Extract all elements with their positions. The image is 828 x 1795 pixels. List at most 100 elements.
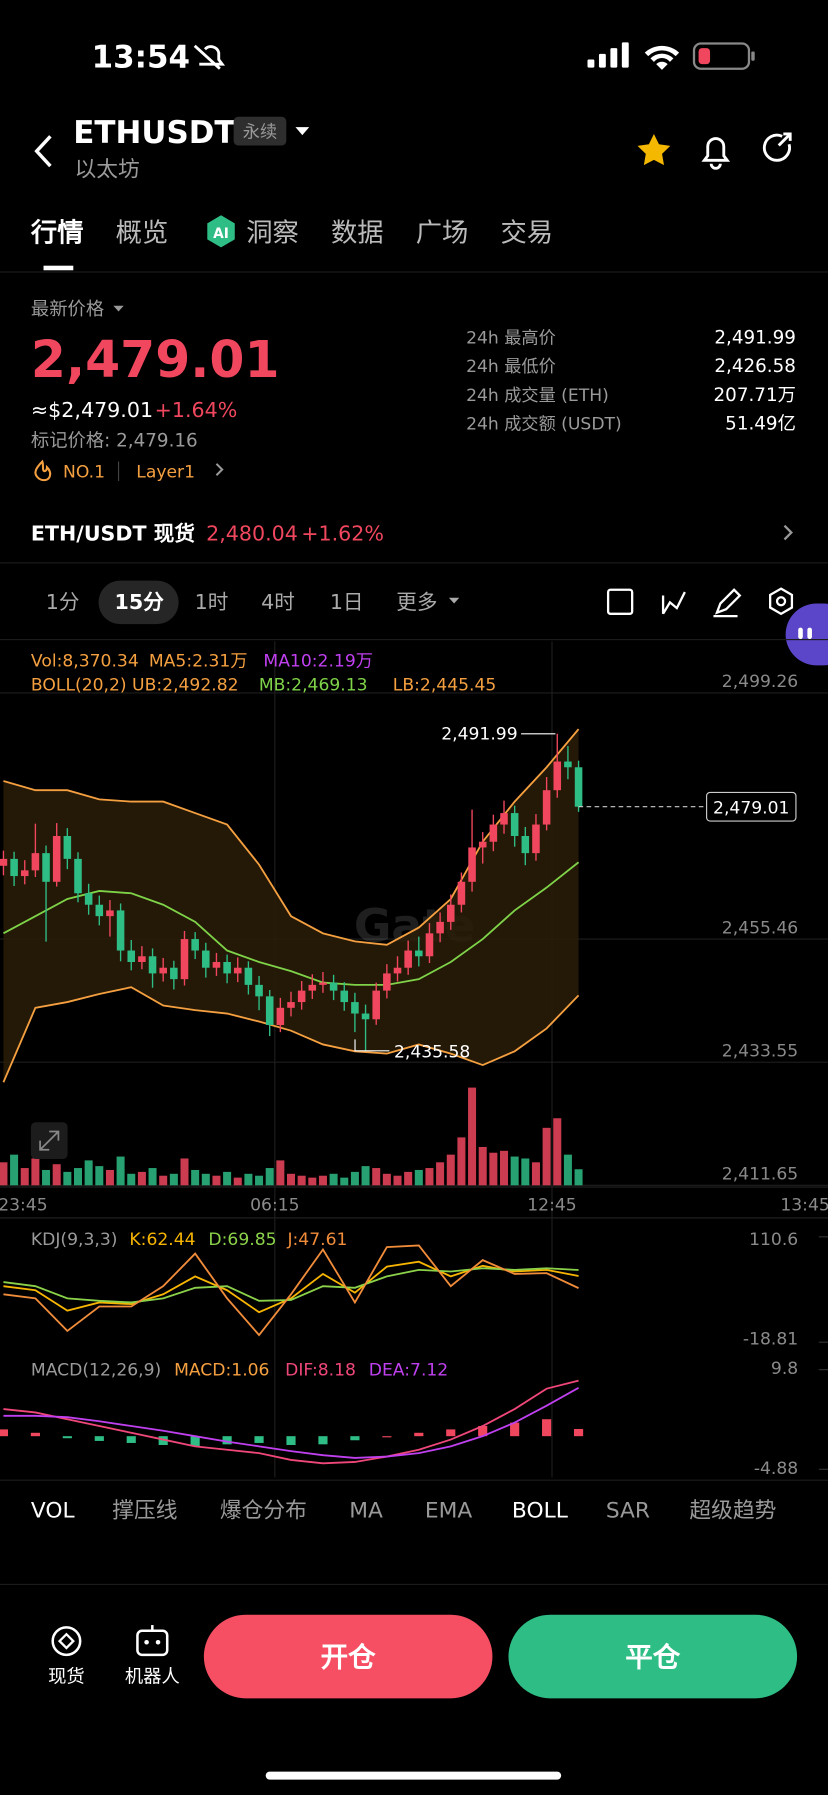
candle-body	[95, 904, 104, 917]
sector-tag[interactable]: Layer1	[136, 463, 195, 483]
y-tick-label: 2,455.46	[722, 918, 798, 938]
open-label: 开仓	[321, 1641, 376, 1673]
symbol-name: 以太坊	[74, 157, 139, 182]
badge-bg	[233, 116, 287, 146]
interval[interactable]: 4时	[261, 590, 295, 614]
volume-bar	[457, 1137, 466, 1186]
plot: 2,491.99 2,435.58 2,479.01 110.6 -18.81 9.8 -4…	[0, 724, 828, 1479]
spot-button[interactable]: 现货	[48, 1626, 85, 1687]
candle-body	[478, 841, 487, 848]
share-button[interactable]	[762, 132, 792, 162]
indicator[interactable]: VOL	[31, 1498, 75, 1523]
price-dropdown[interactable]	[113, 305, 124, 312]
boll-lb	[2, 986, 580, 1083]
indicator[interactable]: BOLL	[512, 1498, 568, 1523]
badge: 永续	[243, 122, 277, 142]
volume-bar	[63, 1171, 72, 1186]
candle-body	[63, 835, 72, 859]
interval[interactable]: 1时	[195, 590, 229, 614]
legend-ub: BOLL(20,2) UB:2,492.82	[31, 676, 239, 696]
volume-bar	[531, 1162, 540, 1186]
expand-button[interactable]	[30, 1122, 68, 1159]
interval[interactable]: 1分	[46, 590, 80, 614]
macd-bar	[446, 1429, 456, 1437]
macd-bar	[382, 1436, 392, 1438]
candle-body	[0, 858, 8, 866]
candle-body	[425, 933, 434, 957]
chevron[interactable]	[783, 524, 793, 541]
stat-label: 24h 成交量 (ETH)	[466, 386, 609, 406]
close-label: 平仓	[625, 1641, 680, 1673]
x-tick-label: 06:15	[250, 1195, 299, 1215]
low-label: 2,435.58	[394, 1043, 470, 1063]
stat-value: 2,426.58	[714, 356, 796, 377]
alert-button[interactable]	[701, 137, 731, 170]
symbol-dropdown[interactable]	[295, 127, 310, 136]
candle-body	[351, 1002, 359, 1014]
volume-bar	[148, 1168, 157, 1186]
tool-button[interactable]	[606, 588, 634, 615]
spot-label[interactable]: ETH/USDT 现货	[31, 522, 195, 546]
volume-bar	[574, 1169, 583, 1186]
volume-bar	[20, 1168, 29, 1186]
volume-bar	[10, 1154, 19, 1186]
tab[interactable]: 数据	[331, 219, 384, 249]
indicator[interactable]: SAR	[606, 1498, 650, 1523]
bot-button[interactable]: 机器人	[125, 1625, 180, 1687]
legend-lb: LB:2,445.45	[393, 676, 497, 696]
macd-bar	[94, 1436, 104, 1441]
legend-mb: MB:2,469.13	[259, 676, 368, 696]
candle-body	[297, 990, 306, 1003]
macd-bar	[126, 1436, 136, 1443]
candle-body	[372, 990, 380, 1020]
stat-label: 24h 最低价	[466, 357, 556, 377]
settings-button[interactable]	[769, 587, 794, 616]
volume-bar	[0, 1162, 8, 1186]
indicator[interactable]: EMA	[425, 1498, 473, 1523]
spot-label: 现货	[48, 1666, 85, 1687]
tab[interactable]: 行情	[30, 218, 84, 249]
last-price: 2,479.01	[31, 330, 280, 389]
open-button[interactable]	[203, 1614, 493, 1699]
tab[interactable]: 广场	[416, 219, 469, 249]
price-change: +1.64%	[155, 398, 238, 422]
floating-button[interactable]	[785, 603, 828, 666]
volume-bar	[297, 1175, 306, 1186]
candle-body	[308, 984, 317, 991]
macd-dif	[3, 1379, 579, 1465]
indicator[interactable]: MA	[349, 1498, 383, 1523]
volume-bar	[308, 1177, 317, 1186]
stat-label: 24h 最高价	[466, 329, 556, 349]
tool-button[interactable]	[713, 588, 742, 618]
interval[interactable]: 1日	[330, 590, 364, 614]
indicator[interactable]: 撑压线	[112, 1498, 177, 1523]
indicator[interactable]: 爆仓分布	[220, 1498, 307, 1523]
tool-button[interactable]	[661, 591, 686, 615]
tab[interactable]: 洞察	[246, 219, 299, 249]
y-tick-label: 2,411.65	[722, 1165, 798, 1185]
candle-body	[180, 939, 189, 980]
back-button[interactable]	[34, 135, 52, 168]
close-button[interactable]	[508, 1614, 798, 1699]
candle-body	[446, 904, 455, 922]
favorite-button[interactable]	[637, 133, 671, 166]
tab[interactable]: 交易	[500, 219, 553, 249]
indicator[interactable]: 超级趋势	[689, 1498, 776, 1523]
macd-bar	[254, 1436, 264, 1443]
interval[interactable]: 15分	[115, 590, 165, 614]
candle-body	[468, 847, 476, 882]
tab[interactable]: 概览	[116, 219, 169, 249]
x-tick-label: 23:45	[0, 1195, 48, 1215]
stats: 24h 最高价 2,491.99 24h 最低价 2,426.58 24h 成交…	[466, 328, 796, 435]
bot-label: 机器人	[125, 1666, 180, 1687]
macd-dea	[3, 1387, 580, 1459]
candle-body	[233, 967, 242, 974]
divider	[0, 271, 828, 273]
volume-bar	[340, 1177, 349, 1186]
candle-body	[170, 967, 178, 980]
price-label: 最新价格	[31, 299, 104, 320]
interval[interactable]: 更多	[396, 590, 437, 614]
candle-body	[521, 835, 530, 854]
